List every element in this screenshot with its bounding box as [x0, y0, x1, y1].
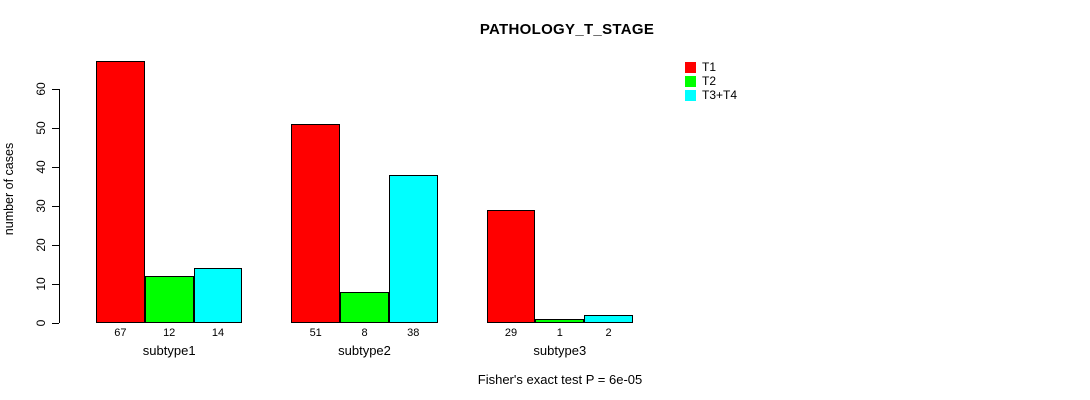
y-tick-label: 50: [34, 121, 48, 135]
legend-swatch-t2: [685, 76, 696, 87]
legend-item-t2: T2: [685, 75, 737, 88]
y-axis-tick: [52, 205, 59, 207]
fisher-test-annotation: Fisher's exact test P = 6e-05: [477, 372, 643, 387]
y-tick-label: 0: [34, 319, 48, 327]
y-axis-tick: [52, 166, 59, 168]
legend-label: T3+T4: [702, 88, 738, 102]
y-axis-tick: [52, 323, 59, 324]
bar-t2-subtype1: [144, 276, 194, 323]
y-axis-tick: [52, 244, 59, 246]
bar-value-label: 2: [605, 327, 612, 339]
bar-t3-t4-subtype3: [584, 315, 633, 323]
y-tick-label: 10: [34, 277, 48, 291]
legend-label: T2: [702, 74, 717, 88]
y-axis-tick: [52, 88, 59, 90]
y-axis-tick: [52, 283, 59, 285]
bar-t1-subtype2: [291, 123, 341, 323]
bar-value-label: 38: [407, 327, 420, 339]
bar-value-label: 12: [163, 327, 176, 339]
legend-item-t1: T1: [685, 61, 737, 74]
category-label-subtype1: subtype1: [142, 343, 196, 358]
y-tick-label: 20: [34, 238, 48, 252]
y-tick-label: 30: [34, 199, 48, 213]
bar-t3-t4-subtype2: [388, 174, 438, 323]
legend-swatch-t3-t4: [685, 90, 696, 101]
legend: T1 T2 T3+T4: [685, 61, 737, 103]
chart-title: PATHOLOGY_T_STAGE: [479, 21, 655, 38]
bar-value-label: 1: [556, 327, 563, 339]
bar-value-label: 14: [211, 327, 225, 339]
bar-t3-t4-subtype1: [193, 268, 243, 323]
category-label-subtype3: subtype3: [533, 343, 587, 358]
bar-value-label: 8: [361, 327, 368, 339]
bar-t1-subtype3: [486, 209, 536, 323]
bar-value-label: 51: [309, 327, 322, 339]
category-label-subtype2: subtype2: [338, 343, 391, 358]
legend-swatch-t1: [685, 62, 696, 73]
bar-t1-subtype1: [96, 61, 145, 323]
y-tick-label: 60: [34, 81, 48, 96]
legend-label: T1: [702, 60, 717, 74]
y-axis-label: number of cases: [2, 142, 16, 236]
y-axis-tick: [52, 127, 59, 129]
y-tick-label: 40: [34, 160, 48, 174]
legend-item-t3-t4: T3+T4: [685, 89, 737, 102]
bar-value-label: 29: [504, 327, 518, 339]
bar-value-label: 67: [114, 327, 127, 339]
bar-t2-subtype2: [340, 291, 389, 323]
y-axis-line: [59, 88, 60, 323]
bar-t2-subtype3: [535, 319, 585, 323]
